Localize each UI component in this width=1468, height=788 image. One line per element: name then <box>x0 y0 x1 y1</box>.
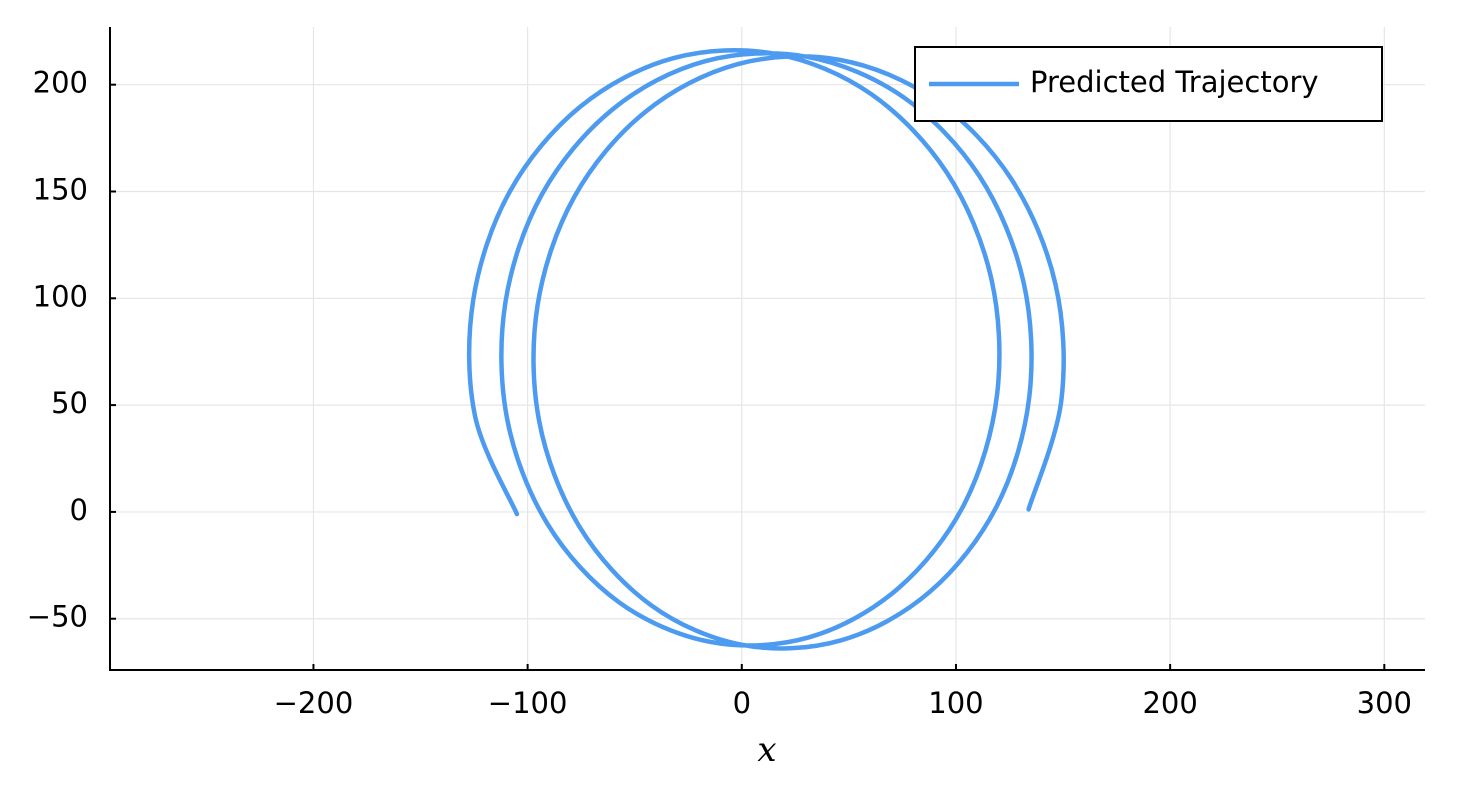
y-tick-label: 0 <box>70 493 88 527</box>
y-tick-label: −50 <box>27 600 88 634</box>
trajectory-line <box>466 48 1066 651</box>
y-tick-label: 200 <box>33 66 88 100</box>
x-tick-label: 200 <box>1142 686 1197 720</box>
x-tick-label: 100 <box>928 686 983 720</box>
x-tick-label: 300 <box>1357 686 1412 720</box>
legend: Predicted Trajectory <box>914 46 1383 122</box>
x-tick-label: 0 <box>733 686 751 720</box>
y-tick-label: 150 <box>33 172 88 206</box>
x-axis-label: x <box>757 730 776 770</box>
y-tick-label: 100 <box>33 279 88 313</box>
y-tick-label: 50 <box>51 386 88 420</box>
legend-label: Predicted Trajectory <box>1030 65 1319 99</box>
x-tick-label: −100 <box>488 686 568 720</box>
x-tick-label: −200 <box>274 686 354 720</box>
